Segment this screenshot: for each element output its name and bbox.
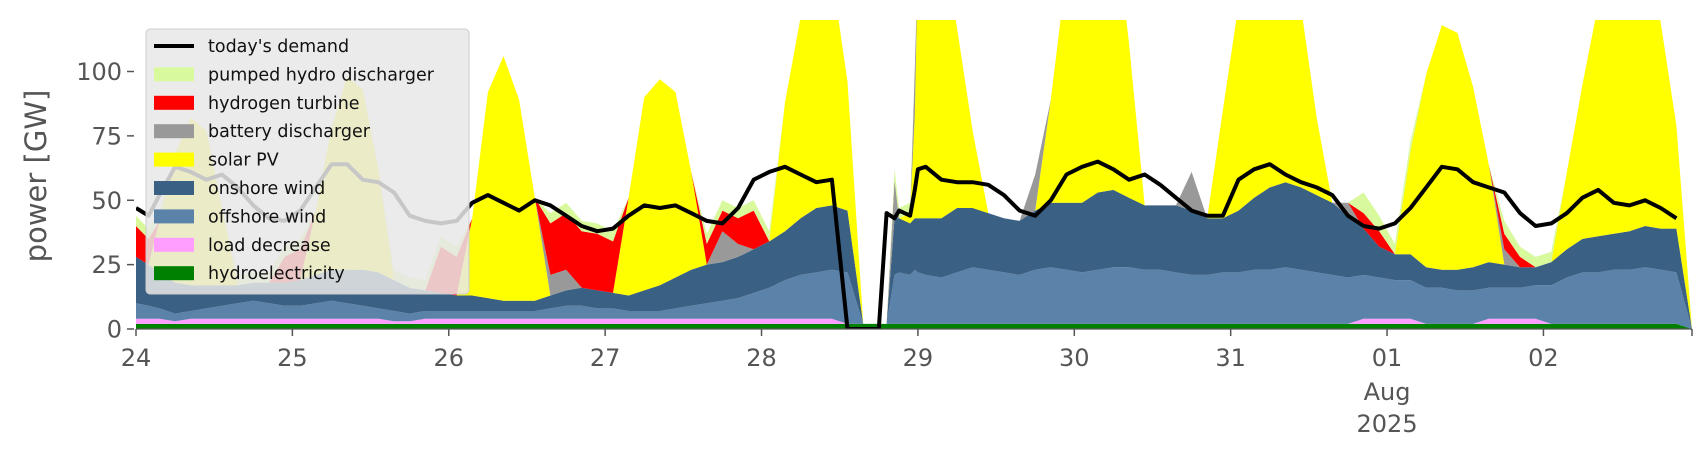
y-tick-label: 50 xyxy=(91,187,122,215)
x-tick-label: 26 xyxy=(433,344,464,372)
legend-label-hydrogen-turbine: hydrogen turbine xyxy=(208,94,360,114)
x-tick-label: 27 xyxy=(590,344,621,372)
x-tick-label: 24 xyxy=(121,344,152,372)
legend: today's demand pumped hydro discharger hyd… xyxy=(145,28,470,295)
area-onshore-wind xyxy=(136,182,1692,329)
x-tick-label: 31 xyxy=(1215,344,1246,372)
legend-label-hydroelectricity: hydroelectricity xyxy=(208,264,345,284)
y-tick-label: 0 xyxy=(107,316,122,344)
legend-swatch-hydrogen-turbine xyxy=(154,95,194,110)
axes: 0 25 50 75 100 24 25 26 27 28 29 30 31 01 02 Aug 2025 pow… xyxy=(19,58,1693,438)
area-hydroelectricity xyxy=(136,323,1692,329)
x-tick-label: 02 xyxy=(1528,344,1559,372)
y-axis-label: power [GW] xyxy=(19,90,53,263)
legend-swatch-solar-pv xyxy=(154,152,194,167)
legend-swatch-battery-discharger xyxy=(154,124,194,139)
legend-swatch-load-decrease xyxy=(154,237,194,252)
x-tick-label: 29 xyxy=(903,344,934,372)
y-tick-label: 100 xyxy=(76,58,122,86)
legend-label-today-s-demand: today's demand xyxy=(208,37,349,57)
legend-label-solar-pv: solar PV xyxy=(208,151,279,171)
legend-box xyxy=(145,28,470,295)
area-load-decrease xyxy=(136,318,1692,329)
legend-swatch-pumped-hydro-discharger xyxy=(154,67,194,82)
x-tick-label: 30 xyxy=(1059,344,1090,372)
legend-label-offshore-wind: offshore wind xyxy=(208,207,326,227)
area-offshore-wind xyxy=(136,267,1692,329)
x-year-label: 2025 xyxy=(1357,410,1418,438)
x-tick-label: 01 xyxy=(1372,344,1403,372)
legend-label-load-decrease: load decrease xyxy=(208,236,331,256)
legend-swatch-onshore-wind xyxy=(154,181,194,195)
y-tick-label: 75 xyxy=(91,122,122,150)
legend-label-pumped-hydro-discharger: pumped hydro discharger xyxy=(208,65,435,85)
legend-swatch-hydroelectricity xyxy=(154,266,194,281)
legend-label-battery-discharger: battery discharger xyxy=(208,122,371,142)
legend-swatch-offshore-wind xyxy=(154,209,194,224)
x-tick-label: 28 xyxy=(746,344,777,372)
area-solar-pv xyxy=(136,20,1692,329)
y-tick-label: 25 xyxy=(91,251,122,279)
legend-label-onshore-wind: onshore wind xyxy=(208,179,325,199)
x-month-label: Aug xyxy=(1364,378,1411,406)
x-tick-label: 25 xyxy=(277,344,308,372)
stacked-areas xyxy=(136,20,1692,329)
